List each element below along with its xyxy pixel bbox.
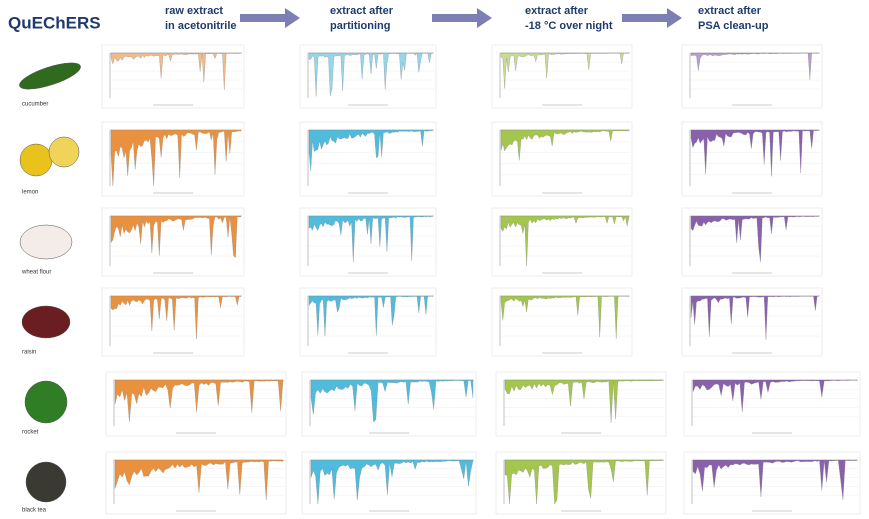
food-photo (26, 462, 66, 502)
figure: QuEChERS raw extract in acetonitrile ext… (0, 0, 869, 519)
food-photo (25, 381, 67, 423)
column-header: extract after (330, 5, 394, 17)
figure-canvas: QuEChERS raw extract in acetonitrile ext… (0, 0, 869, 519)
column-header: in acetonitrile (165, 20, 237, 32)
column-header: extract after (525, 5, 589, 17)
row-label: cucumber (22, 102, 48, 108)
row-label: black tea (22, 508, 47, 514)
row-label: wheat flour (21, 270, 51, 276)
arrow (432, 8, 492, 28)
food-photo (17, 58, 83, 95)
arrow (622, 8, 682, 28)
figure-title: QuEChERS (8, 13, 101, 32)
arrow (240, 8, 300, 28)
rows: cucumber lemon wheat flour raisin rocket blac… (17, 45, 860, 514)
food-photo (49, 137, 79, 167)
row-label: raisin (22, 350, 36, 356)
arrows (240, 8, 682, 28)
food-photo (20, 225, 72, 259)
row-label: lemon (22, 190, 38, 196)
column-header: raw extract (165, 5, 223, 17)
column-header: extract after (698, 5, 762, 17)
row-label: rocket (22, 430, 39, 436)
column-header: PSA clean-up (698, 20, 769, 32)
food-photo (20, 144, 52, 176)
column-header: partitioning (330, 20, 391, 32)
food-photo (22, 306, 70, 338)
column-header: -18 °C over night (525, 20, 613, 32)
